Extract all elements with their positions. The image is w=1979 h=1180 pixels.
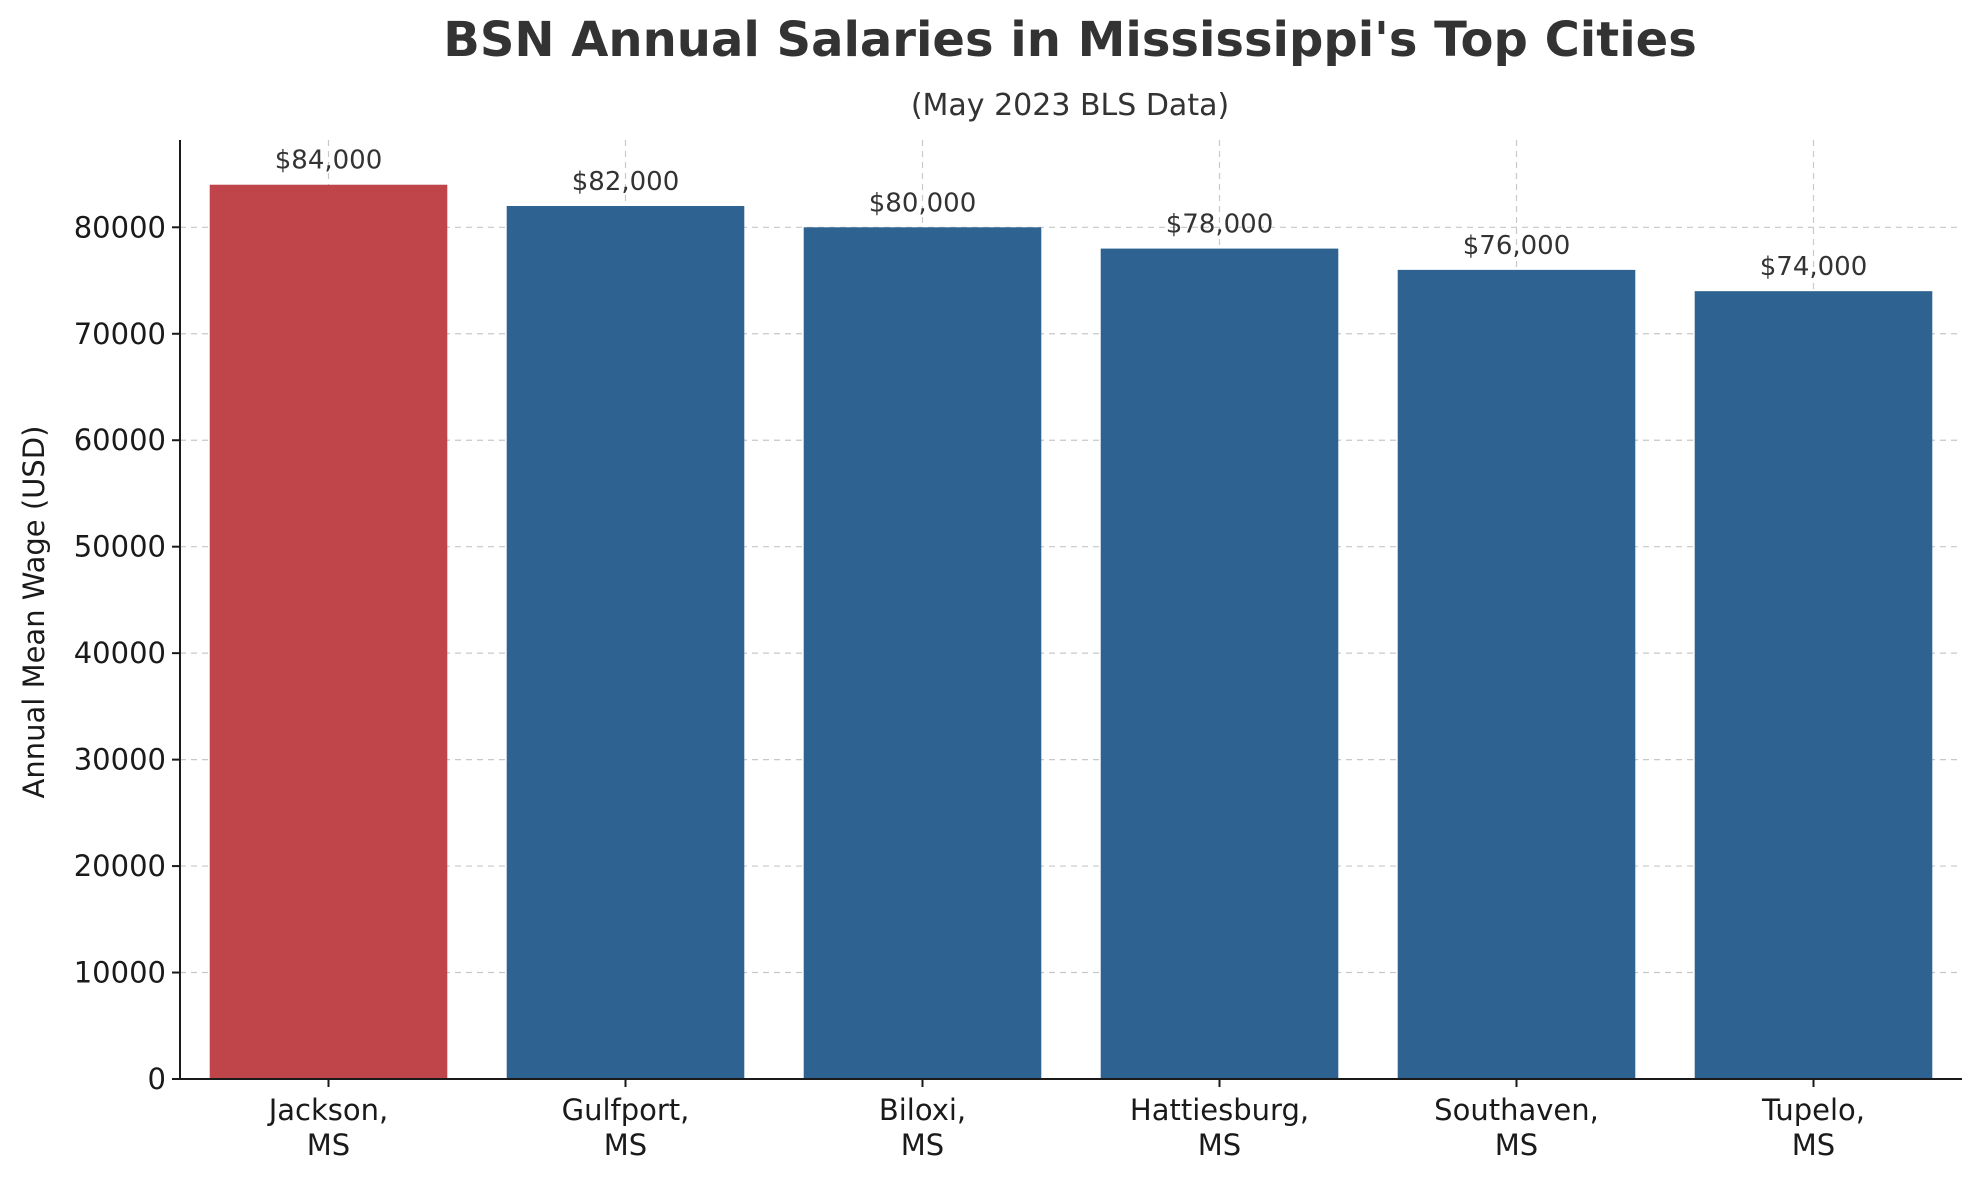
x-tick-label: Hattiesburg, bbox=[1130, 1093, 1309, 1127]
chart-title: BSN Annual Salaries in Mississippi's Top… bbox=[443, 12, 1697, 68]
x-tick-label: Jackson, bbox=[267, 1093, 389, 1127]
x-tick-label: Gulfport, bbox=[562, 1093, 690, 1127]
x-tick-label: MS bbox=[1198, 1128, 1241, 1162]
bar bbox=[209, 184, 448, 1079]
x-tick-label: MS bbox=[307, 1128, 350, 1162]
bar bbox=[803, 227, 1042, 1079]
x-tick-label: MS bbox=[1495, 1128, 1538, 1162]
y-tick-label: 0 bbox=[148, 1062, 166, 1096]
data-label: $84,000 bbox=[275, 146, 383, 176]
bar bbox=[1694, 291, 1933, 1079]
y-tick-label: 30000 bbox=[74, 743, 166, 777]
bar bbox=[1100, 248, 1339, 1079]
x-tick-label: Biloxi, bbox=[879, 1093, 966, 1127]
y-tick-label: 60000 bbox=[74, 423, 166, 457]
y-tick-label: 80000 bbox=[74, 210, 166, 244]
y-tick-label: 20000 bbox=[74, 849, 166, 883]
data-label: $78,000 bbox=[1166, 210, 1274, 240]
x-ticks-layer: Jackson,MSGulfport,MSBiloxi,MSHattiesbur… bbox=[267, 1079, 1865, 1162]
y-axis-label: Annual Mean Wage (USD) bbox=[17, 426, 51, 799]
x-tick-label: MS bbox=[901, 1128, 944, 1162]
x-tick-label: Southaven, bbox=[1434, 1093, 1599, 1127]
chart-subtitle: (May 2023 BLS Data) bbox=[911, 88, 1229, 123]
y-tick-label: 50000 bbox=[74, 530, 166, 564]
data-label: $80,000 bbox=[869, 188, 977, 218]
data-labels-layer: $84,000 $82,000 $80,000 $78,000 $76,000 $74,0… bbox=[275, 146, 1868, 282]
x-tick-label: MS bbox=[1792, 1128, 1835, 1162]
bars-layer bbox=[209, 184, 1933, 1079]
data-label: $74,000 bbox=[1760, 252, 1868, 282]
bar bbox=[506, 206, 745, 1079]
data-label: $82,000 bbox=[572, 167, 680, 197]
y-tick-label: 40000 bbox=[74, 636, 166, 670]
data-label: $76,000 bbox=[1463, 231, 1571, 261]
y-tick-label: 10000 bbox=[74, 956, 166, 990]
bar bbox=[1397, 269, 1636, 1079]
y-tick-label: 70000 bbox=[74, 317, 166, 351]
x-tick-label: Tupelo, bbox=[1761, 1093, 1865, 1127]
x-tick-label: MS bbox=[604, 1128, 647, 1162]
y-ticks-layer: 0 10000 20000 30000 40000 50000 60000 70000 8000… bbox=[74, 210, 180, 1096]
